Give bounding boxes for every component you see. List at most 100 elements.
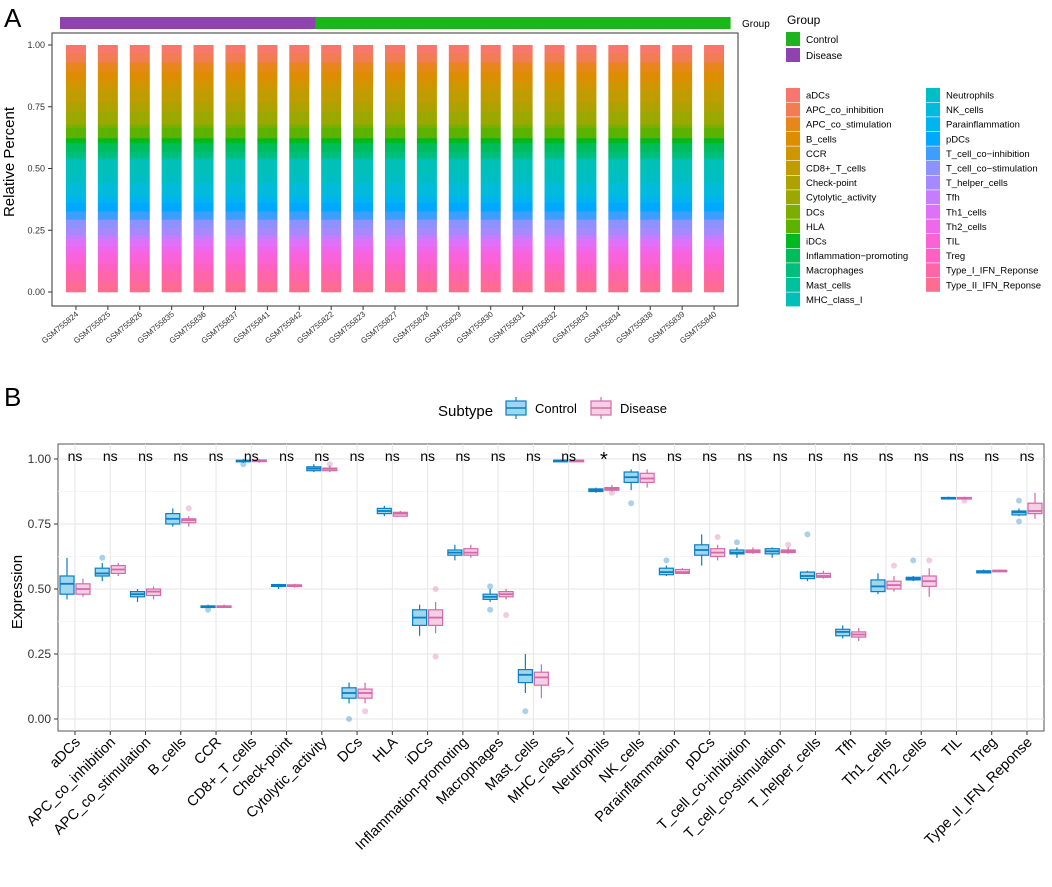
bar-segment <box>480 252 501 264</box>
control-box <box>517 654 533 715</box>
bar-segment <box>65 202 86 212</box>
outlier-point <box>362 708 369 715</box>
bar-segment <box>672 202 693 212</box>
significance-label: ns <box>209 448 224 464</box>
bar-segment <box>97 81 118 91</box>
bar-segment <box>129 151 150 158</box>
x-tick-label: TIL <box>939 735 965 761</box>
bar-segment <box>321 143 342 152</box>
bar-segment <box>353 45 374 53</box>
bar-segment <box>672 159 693 173</box>
bar-segment <box>321 151 342 158</box>
category-legend-label: aDCs <box>806 91 830 102</box>
bar-segment <box>576 111 597 125</box>
category-legend-key <box>786 277 800 292</box>
control-box <box>129 589 146 602</box>
box-iqr <box>1027 502 1043 515</box>
outlier-point <box>503 612 510 618</box>
bar-segment <box>512 234 533 240</box>
group-band-segment <box>283 17 316 29</box>
category-legend-label: Check-point <box>806 178 857 189</box>
bar-segment <box>257 111 278 125</box>
bar-segment <box>193 90 214 103</box>
disease-box <box>498 589 514 618</box>
bar-segment <box>97 157 118 160</box>
bar-segment <box>704 211 725 220</box>
bar-segment <box>640 45 661 53</box>
bar-segment <box>97 127 118 139</box>
bar-segment <box>321 45 342 53</box>
bar-segment <box>129 71 150 82</box>
bar-segment <box>544 227 565 236</box>
bar-segment <box>353 90 374 103</box>
bar-segment <box>640 127 661 139</box>
outlier-point <box>205 606 212 613</box>
bar-segment <box>544 81 565 91</box>
bar-segment <box>65 245 86 253</box>
bar-segment <box>448 90 469 103</box>
bar-segment <box>416 124 437 128</box>
bar-segment <box>321 111 342 125</box>
bar-segment <box>289 137 310 144</box>
disease-box <box>956 496 973 504</box>
significance-label: ns <box>879 448 894 464</box>
bar-segment <box>576 219 597 229</box>
category-legend-key <box>786 161 800 175</box>
bar-segment <box>257 157 278 160</box>
bar-segment <box>704 219 725 229</box>
bar-segment <box>225 102 246 112</box>
bar-segment <box>576 227 597 236</box>
bar-segment <box>448 183 469 196</box>
significance-label: ns <box>420 448 435 464</box>
significance-label: ns <box>68 448 83 464</box>
y-tick-label: 0.75 <box>27 102 45 112</box>
bar-segment <box>193 143 214 152</box>
bar-segment <box>97 245 118 253</box>
bar-segment <box>576 234 597 240</box>
bar-segment <box>512 239 533 246</box>
box-iqr <box>59 575 75 595</box>
bar-segment <box>129 263 150 271</box>
group-band-segment <box>219 17 253 29</box>
bar-segment <box>672 234 693 240</box>
bar-segment <box>608 151 629 158</box>
category-legend-key <box>926 248 940 263</box>
bar-segment <box>353 270 374 283</box>
category-legend-label: Tfh <box>946 193 960 204</box>
disease-box <box>533 664 549 699</box>
bar-segment <box>448 239 469 246</box>
bar-segment <box>225 151 246 158</box>
box-iqr <box>517 668 533 684</box>
bar-segment <box>289 81 310 91</box>
bar-segment <box>576 62 597 73</box>
bar-segment <box>225 270 246 283</box>
bar-segment <box>65 52 86 63</box>
bar-segment <box>225 127 246 139</box>
bar-segment <box>321 52 342 63</box>
bar-segment <box>97 111 118 125</box>
bar-segment <box>640 52 661 63</box>
bar-segment <box>480 172 501 184</box>
x-tick-label: DCs <box>335 735 366 766</box>
bar-segment <box>608 270 629 283</box>
bar-segment <box>608 124 629 128</box>
bar-segment <box>97 234 118 240</box>
bar-segment <box>353 245 374 253</box>
bar-segment <box>289 234 310 240</box>
bar-segment <box>448 111 469 125</box>
panel-label-b: B <box>4 382 21 412</box>
bar-segment <box>416 252 437 264</box>
bar-segment <box>608 62 629 73</box>
bar-segment <box>129 234 150 240</box>
bar-segment <box>289 102 310 112</box>
control-box <box>235 459 251 468</box>
bar-segment <box>512 195 533 203</box>
outlier-point <box>926 557 933 564</box>
bar-segment <box>672 183 693 196</box>
bar-segment <box>480 137 501 144</box>
bar-segment <box>353 172 374 184</box>
bar-segment <box>97 219 118 229</box>
bar-segment <box>640 234 661 240</box>
bar-segment <box>672 157 693 160</box>
bar-segment <box>672 151 693 158</box>
